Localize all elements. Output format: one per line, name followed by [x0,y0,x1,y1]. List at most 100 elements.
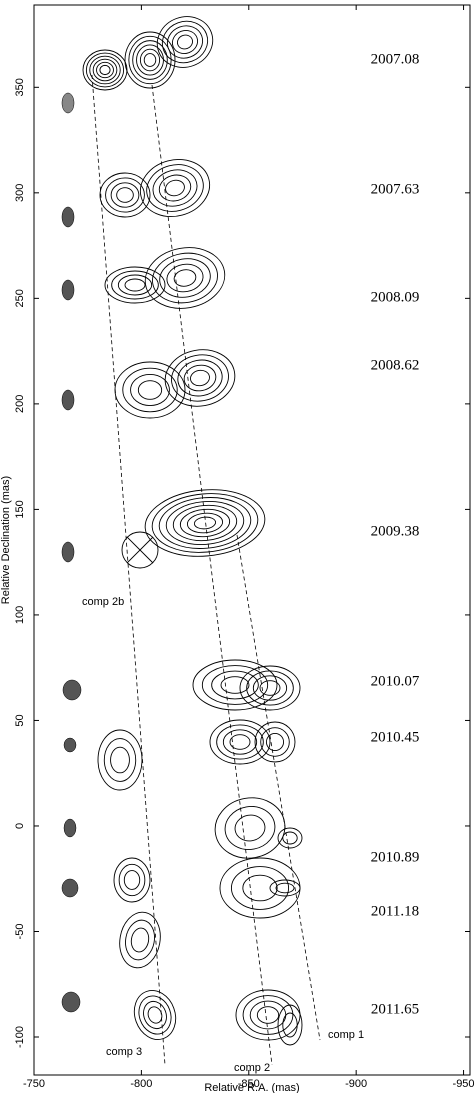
contour [156,172,193,205]
contour [104,739,135,782]
contour [266,733,283,750]
contour [128,985,183,1046]
y-tick-label: 350 [14,78,26,96]
epoch-label: 2008.09 [371,289,420,305]
contour [210,792,289,863]
contour [100,173,150,217]
contour [140,242,229,315]
y-tick-label: 0 [14,823,26,829]
beam [64,738,76,752]
x-tick-label: -750 [23,1078,45,1090]
beam [62,992,80,1012]
beam [62,542,74,562]
contour [125,279,145,291]
contour [140,49,159,71]
contour [231,867,288,910]
contour [253,676,286,700]
contour [141,158,208,217]
contour [240,666,300,710]
beam [62,390,74,410]
beam [63,680,81,700]
x-tick-label: -950 [453,1078,475,1090]
epoch-label: 2011.18 [371,903,419,919]
epoch-label: 2010.89 [371,849,420,865]
y-axis-title: Relative Declination (mas) [0,476,12,604]
component-label: comp 2b [82,596,124,608]
contour [134,991,177,1038]
contour [165,261,206,294]
contour [150,9,220,75]
contour [193,660,277,710]
contour [164,178,186,198]
contour [138,381,161,400]
epoch-label: 2007.08 [371,51,420,67]
contour [97,62,114,77]
beam [62,879,78,897]
contour [212,671,259,699]
contour [146,1005,164,1025]
contour [105,267,165,303]
epoch-label: 2010.07 [371,673,420,689]
contour [119,864,145,895]
contour [134,152,216,224]
contour [172,503,238,543]
y-tick-label: 250 [14,289,26,307]
contour [250,1001,286,1029]
track-line [237,535,320,1040]
contour [157,255,214,301]
y-tick-label: -100 [14,1026,26,1048]
epoch-label: 2010.45 [371,729,420,745]
contour [175,357,225,400]
epoch-label: 2011.65 [371,1001,419,1017]
contour [261,728,290,757]
contour [257,1007,278,1024]
beam [62,280,74,300]
contour [278,828,302,848]
contour [129,36,171,83]
contour [122,918,157,962]
beam [62,207,74,227]
component-label: comp 3 [106,1046,142,1058]
y-tick-label: 300 [14,184,26,202]
contour [283,832,297,844]
y-tick-label: 200 [14,395,26,413]
epoch-label: 2007.63 [371,181,420,197]
contour [179,507,231,538]
x-tick-label: -900 [345,1078,367,1090]
contour [270,880,300,896]
y-tick-label: 50 [14,714,26,726]
y-tick-label: 150 [14,500,26,518]
y-tick-label: -50 [14,924,26,940]
x-tick-label: -850 [238,1078,260,1090]
component-label: comp 2 [234,1062,270,1074]
contour [173,268,197,288]
contour [111,747,130,773]
component-label: comp 1 [328,1029,364,1041]
contour [233,813,267,844]
contour [90,56,120,84]
contour [222,803,279,854]
beam [64,819,76,837]
contour [144,54,156,67]
epoch-label: 2009.38 [371,523,420,539]
chart: Relative R.A. (mas) Relative Declination… [0,0,476,1093]
track-line [92,75,165,1065]
contour [276,883,294,893]
beam [62,93,74,113]
contour [118,275,151,295]
contour [189,369,210,387]
contour [243,875,277,901]
epoch-label: 2008.62 [371,357,420,373]
contour [278,1005,302,1045]
contour [129,927,150,954]
contour [230,735,250,750]
contour [175,33,194,51]
contour [142,485,267,561]
contour [86,53,123,87]
contour [100,65,110,74]
y-tick-label: 100 [14,606,26,624]
contour [117,188,134,203]
contour [111,183,139,207]
x-tick-label: -800 [130,1078,152,1090]
contour [131,374,170,405]
